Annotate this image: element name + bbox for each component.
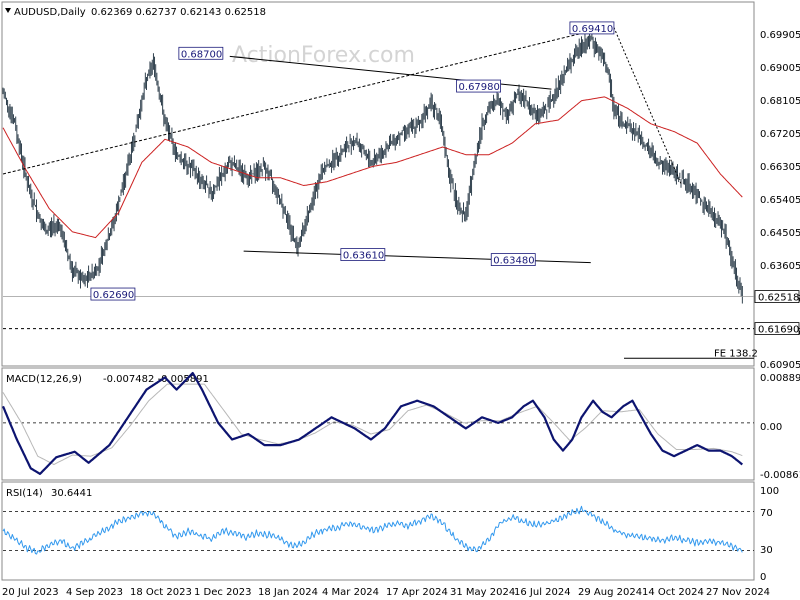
macd-signal-line bbox=[2, 383, 743, 465]
annotation-box bbox=[569, 21, 615, 35]
price-tick: 0.65405 bbox=[760, 195, 800, 206]
x-tick-label: 18 Oct 2023 bbox=[130, 587, 192, 598]
macd-tick: -0.008612 bbox=[760, 470, 800, 481]
x-tick-label: 27 Nov 2024 bbox=[706, 587, 770, 598]
macd-values: -0.007482 -0.005891 bbox=[103, 374, 209, 385]
x-tick-label: 17 Apr 2024 bbox=[386, 587, 448, 598]
current-price-tag: 0.62518 bbox=[758, 293, 799, 304]
dropdown-triangle-icon[interactable] bbox=[5, 8, 11, 13]
price-tick: 0.63605 bbox=[760, 261, 800, 272]
annotation-label: 0.67980 bbox=[459, 82, 500, 93]
watermark: ActionForex.com bbox=[232, 43, 415, 68]
price-tick: 0.68105 bbox=[760, 96, 800, 107]
rsi-tick: 30 bbox=[760, 545, 773, 556]
dashed-level-tag-box bbox=[754, 322, 800, 335]
price-axis: 0.69905 0.69005 0.68105 0.67205 0.66305 … bbox=[760, 30, 800, 371]
annotation-box bbox=[490, 253, 536, 266]
annotation-label: 0.68700 bbox=[181, 49, 222, 60]
price-tick: 0.64505 bbox=[760, 228, 800, 239]
annotation-label: 0.62690 bbox=[93, 290, 134, 301]
annotation-box bbox=[340, 248, 386, 261]
price-tick: 0.67205 bbox=[760, 129, 800, 140]
annotation-label: 0.63610 bbox=[343, 251, 384, 262]
x-tick-label: 4 Sep 2023 bbox=[66, 587, 123, 598]
x-tick-label: 16 Jul 2024 bbox=[514, 587, 571, 598]
projection-line bbox=[613, 27, 682, 184]
price-tick: 0.69005 bbox=[760, 63, 800, 74]
price-bars bbox=[2, 27, 743, 304]
macd-tick: 0.008896 bbox=[760, 373, 800, 384]
rsi-tick: 70 bbox=[760, 508, 773, 519]
annotation-box bbox=[178, 46, 224, 60]
macd-lines bbox=[1, 371, 754, 475]
ohlc-label: 0.62369 0.62737 0.62143 0.62518 bbox=[91, 7, 266, 18]
macd-main-line bbox=[1, 371, 743, 475]
price-tick: 0.60905 bbox=[760, 360, 800, 371]
macd-tick: 0.00 bbox=[760, 422, 782, 433]
x-axis: 20 Jul 2023 4 Sep 2023 18 Oct 2023 1 Dec… bbox=[2, 587, 770, 598]
annotation-label: 0.63480 bbox=[493, 256, 534, 267]
macd-title: MACD(12,26,9) bbox=[6, 374, 82, 385]
rsi-line bbox=[2, 505, 743, 555]
rsi-lines bbox=[2, 505, 754, 555]
symbol-label: AUDUSD,Daily bbox=[14, 7, 86, 18]
annotation-box bbox=[456, 79, 501, 93]
annotation-label: 0.69410 bbox=[572, 24, 613, 35]
x-tick-label: 4 Mar 2024 bbox=[322, 587, 379, 598]
x-tick-label: 1 Dec 2023 bbox=[194, 587, 252, 598]
price-tick: 0.66305 bbox=[760, 162, 800, 173]
rsi-title: RSI(14) bbox=[6, 488, 43, 499]
ma-line bbox=[2, 96, 743, 239]
dashed-level-tag: 0.61690 bbox=[758, 325, 799, 336]
current-price-tag-box bbox=[754, 290, 800, 303]
price-tick: 0.69905 bbox=[760, 30, 800, 41]
rsi-tick: 0 bbox=[760, 572, 766, 583]
rsi-value: 30.6441 bbox=[51, 488, 92, 499]
macd-axis: 0.008896 0.00 -0.008612 bbox=[760, 373, 800, 481]
rsi-tick: 100 bbox=[760, 486, 779, 497]
macd-panel-frame bbox=[1, 367, 755, 481]
annotation-box bbox=[90, 287, 136, 301]
price-panel-frame bbox=[1, 1, 755, 367]
price-annotations: 0.68700 0.62690 0.63610 0.67980 0.63480 0.694… bbox=[90, 21, 615, 301]
x-tick-label: 18 Jan 2024 bbox=[258, 587, 318, 598]
x-tick-label: 20 Jul 2023 bbox=[2, 587, 59, 598]
moving-average bbox=[2, 96, 743, 239]
rsi-axis: 100 70 30 0 bbox=[760, 486, 779, 583]
price-levels: FE 138.2 0.62518 0.61690 bbox=[3, 290, 800, 359]
x-tick-label: 29 Aug 2024 bbox=[578, 587, 642, 598]
fe-label: FE 138.2 bbox=[714, 348, 758, 359]
x-tick-label: 31 May 2024 bbox=[450, 587, 515, 598]
x-tick-label: 14 Oct 2024 bbox=[642, 587, 704, 598]
